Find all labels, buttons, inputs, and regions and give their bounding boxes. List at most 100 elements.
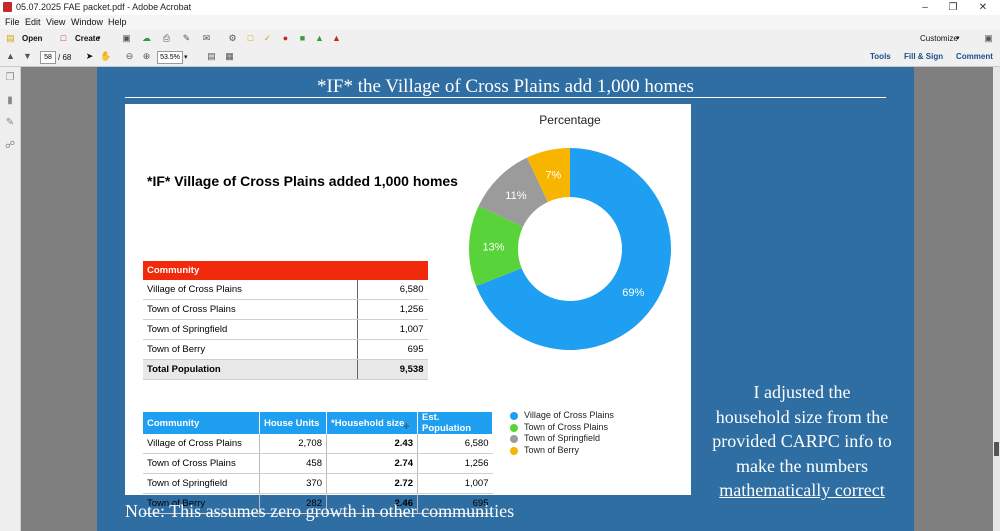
chart-legend: Village of Cross Plains Town of Cross Pla… bbox=[508, 410, 614, 456]
attachments-icon[interactable]: ☍ bbox=[5, 140, 16, 151]
population-value: 1,007 bbox=[356, 319, 428, 340]
zoom-level-input[interactable]: 53.5% bbox=[157, 51, 183, 64]
fill-sign-tab[interactable]: Fill & Sign bbox=[904, 52, 944, 61]
legend-item: Village of Cross Plains bbox=[508, 410, 614, 422]
vertical-scrollbar[interactable] bbox=[993, 67, 1000, 531]
est-population: 695 bbox=[417, 493, 493, 514]
export-icon[interactable]: ▲ bbox=[315, 33, 324, 43]
cloud-upload-icon[interactable]: ☁ bbox=[142, 33, 151, 43]
note-line: make the numbers bbox=[736, 455, 868, 476]
total-value: 9,538 bbox=[356, 359, 428, 380]
settings-gear-icon[interactable]: ⚙ bbox=[228, 33, 237, 43]
table-row: Town of Springfield 370 2.72 1,007 bbox=[143, 473, 493, 494]
menu-window[interactable]: Window bbox=[71, 17, 104, 27]
window-title-bar: 05.07.2025 FAE packet.pdf - Adobe Acroba… bbox=[0, 0, 1000, 15]
est-population: 1,256 bbox=[417, 453, 493, 474]
legend-item: Town of Berry bbox=[508, 445, 614, 457]
donut-slice bbox=[526, 148, 570, 202]
population-value: 695 bbox=[356, 339, 428, 360]
maximize-icon[interactable]: ❐ bbox=[948, 2, 958, 13]
previous-page-icon[interactable]: ▲ bbox=[6, 51, 15, 61]
fit-page-icon[interactable]: ▤ bbox=[207, 51, 216, 61]
select-cursor-icon[interactable]: ➤ bbox=[85, 51, 94, 61]
menu-edit[interactable]: Edit bbox=[25, 17, 41, 27]
hand-tool-icon[interactable]: ✋ bbox=[100, 51, 112, 61]
navigation-pane: ❐ ▮ ✎ ☍ bbox=[0, 67, 21, 531]
fit-width-icon[interactable]: ▦ bbox=[225, 51, 234, 61]
household-size: 2.72 bbox=[326, 473, 418, 494]
navigation-toolbar: ▲ ▼ 58 / 68 ➤ ✋ ⊖ ⊕ 53.5% ▾ ▤ ▦ Tools Fi… bbox=[0, 48, 1000, 67]
community-name: Town of Berry bbox=[143, 339, 357, 360]
edit-icon[interactable]: ✎ bbox=[182, 33, 191, 43]
slice-value-label: 11% bbox=[505, 190, 526, 202]
footer-note: Note: This assumes zero growth in other … bbox=[125, 501, 515, 521]
note-line: provided CARPC info to bbox=[712, 431, 892, 451]
create-pdf-icon: □ bbox=[60, 33, 67, 43]
attach-icon[interactable]: ● bbox=[282, 33, 289, 43]
total-row: Total Population 9,538 bbox=[143, 359, 428, 380]
create-dropdown-icon[interactable]: ▾ bbox=[97, 35, 101, 42]
household-size: 2.74 bbox=[326, 453, 418, 474]
slide-page: *IF* the Village of Cross Plains add 1,0… bbox=[97, 67, 914, 531]
menu-help[interactable]: Help bbox=[108, 17, 127, 27]
next-page-icon[interactable]: ▼ bbox=[23, 51, 32, 61]
customize-button[interactable]: Customize bbox=[920, 34, 958, 43]
menu-view[interactable]: View bbox=[46, 17, 66, 27]
community-name: Town of Springfield bbox=[143, 473, 260, 494]
house-units: 282 bbox=[259, 493, 327, 514]
est-population: 1,007 bbox=[417, 473, 493, 494]
panel-heading: *IF* Village of Cross Plains added 1,000… bbox=[147, 173, 458, 189]
col-header-house-units: House Units bbox=[259, 412, 327, 434]
slice-value-label: 13% bbox=[483, 242, 505, 254]
population-table: Community Village of Cross Plains 6,580 … bbox=[143, 261, 428, 380]
close-icon[interactable]: ✕ bbox=[978, 2, 988, 13]
zoom-out-icon[interactable]: ⊖ bbox=[125, 51, 134, 61]
house-units: 370 bbox=[259, 473, 327, 494]
comment-tab[interactable]: Comment bbox=[956, 52, 993, 61]
minimize-icon[interactable]: – bbox=[922, 2, 928, 13]
zoom-dropdown-icon[interactable]: ▾ bbox=[184, 54, 188, 61]
tools-tab[interactable]: Tools bbox=[870, 52, 891, 61]
sign-icon[interactable]: ▲ bbox=[332, 33, 341, 43]
zoom-in-icon[interactable]: ⊕ bbox=[142, 51, 151, 61]
legend-swatch bbox=[510, 423, 518, 432]
legend-swatch bbox=[510, 412, 518, 420]
stamp-icon[interactable]: ■ bbox=[299, 33, 306, 43]
total-pages: / 68 bbox=[58, 53, 72, 62]
legend-swatch bbox=[510, 435, 518, 443]
highlight-icon[interactable]: ✓ bbox=[263, 33, 272, 43]
note-line: household size from the bbox=[715, 406, 889, 427]
legend-label: Town of Berry bbox=[524, 444, 580, 455]
page-number-input[interactable]: 58 bbox=[40, 51, 56, 64]
email-icon[interactable]: ✉ bbox=[202, 33, 211, 43]
table-row: Town of Cross Plains 1,256 bbox=[143, 299, 428, 320]
community-name: Village of Cross Plains bbox=[143, 280, 357, 300]
community-name: Town of Cross Plains bbox=[143, 453, 260, 474]
window-title: 05.07.2025 FAE packet.pdf - Adobe Acroba… bbox=[16, 2, 192, 12]
menu-file[interactable]: File bbox=[5, 17, 20, 27]
page-thumbnails-icon[interactable]: ❐ bbox=[5, 72, 15, 83]
total-label: Total Population bbox=[143, 359, 357, 380]
col-header-household-size: *Household size bbox=[326, 412, 418, 434]
population-value: 6,580 bbox=[356, 280, 428, 300]
signatures-icon[interactable]: ✎ bbox=[5, 117, 15, 128]
save-icon[interactable]: ▣ bbox=[122, 33, 131, 43]
est-population: 6,580 bbox=[417, 434, 493, 454]
scrollbar-thumb[interactable] bbox=[994, 442, 999, 456]
create-button[interactable]: Create bbox=[75, 34, 100, 43]
customize-dropdown-icon[interactable]: ▾ bbox=[956, 35, 960, 42]
legend-label: Town of Cross Plains bbox=[524, 421, 609, 432]
expand-toolbar-icon[interactable]: ▣ bbox=[984, 33, 993, 43]
table-row: Village of Cross Plains 6,580 bbox=[143, 280, 428, 300]
crosshair-cursor-icon: ✛ bbox=[403, 422, 410, 431]
open-button[interactable]: Open bbox=[22, 34, 43, 43]
community-name: Town of Springfield bbox=[143, 319, 357, 340]
house-units: 2,708 bbox=[259, 434, 327, 454]
legend-item: Town of Springfield bbox=[508, 433, 614, 445]
comment-bubble-icon[interactable]: □ bbox=[247, 33, 254, 43]
table-row: Town of Springfield 1,007 bbox=[143, 319, 428, 340]
bookmarks-icon[interactable]: ▮ bbox=[7, 95, 13, 106]
print-icon[interactable]: ⎙ bbox=[162, 33, 171, 43]
household-size: 2.43 bbox=[326, 434, 418, 454]
donut-slice bbox=[476, 148, 671, 350]
